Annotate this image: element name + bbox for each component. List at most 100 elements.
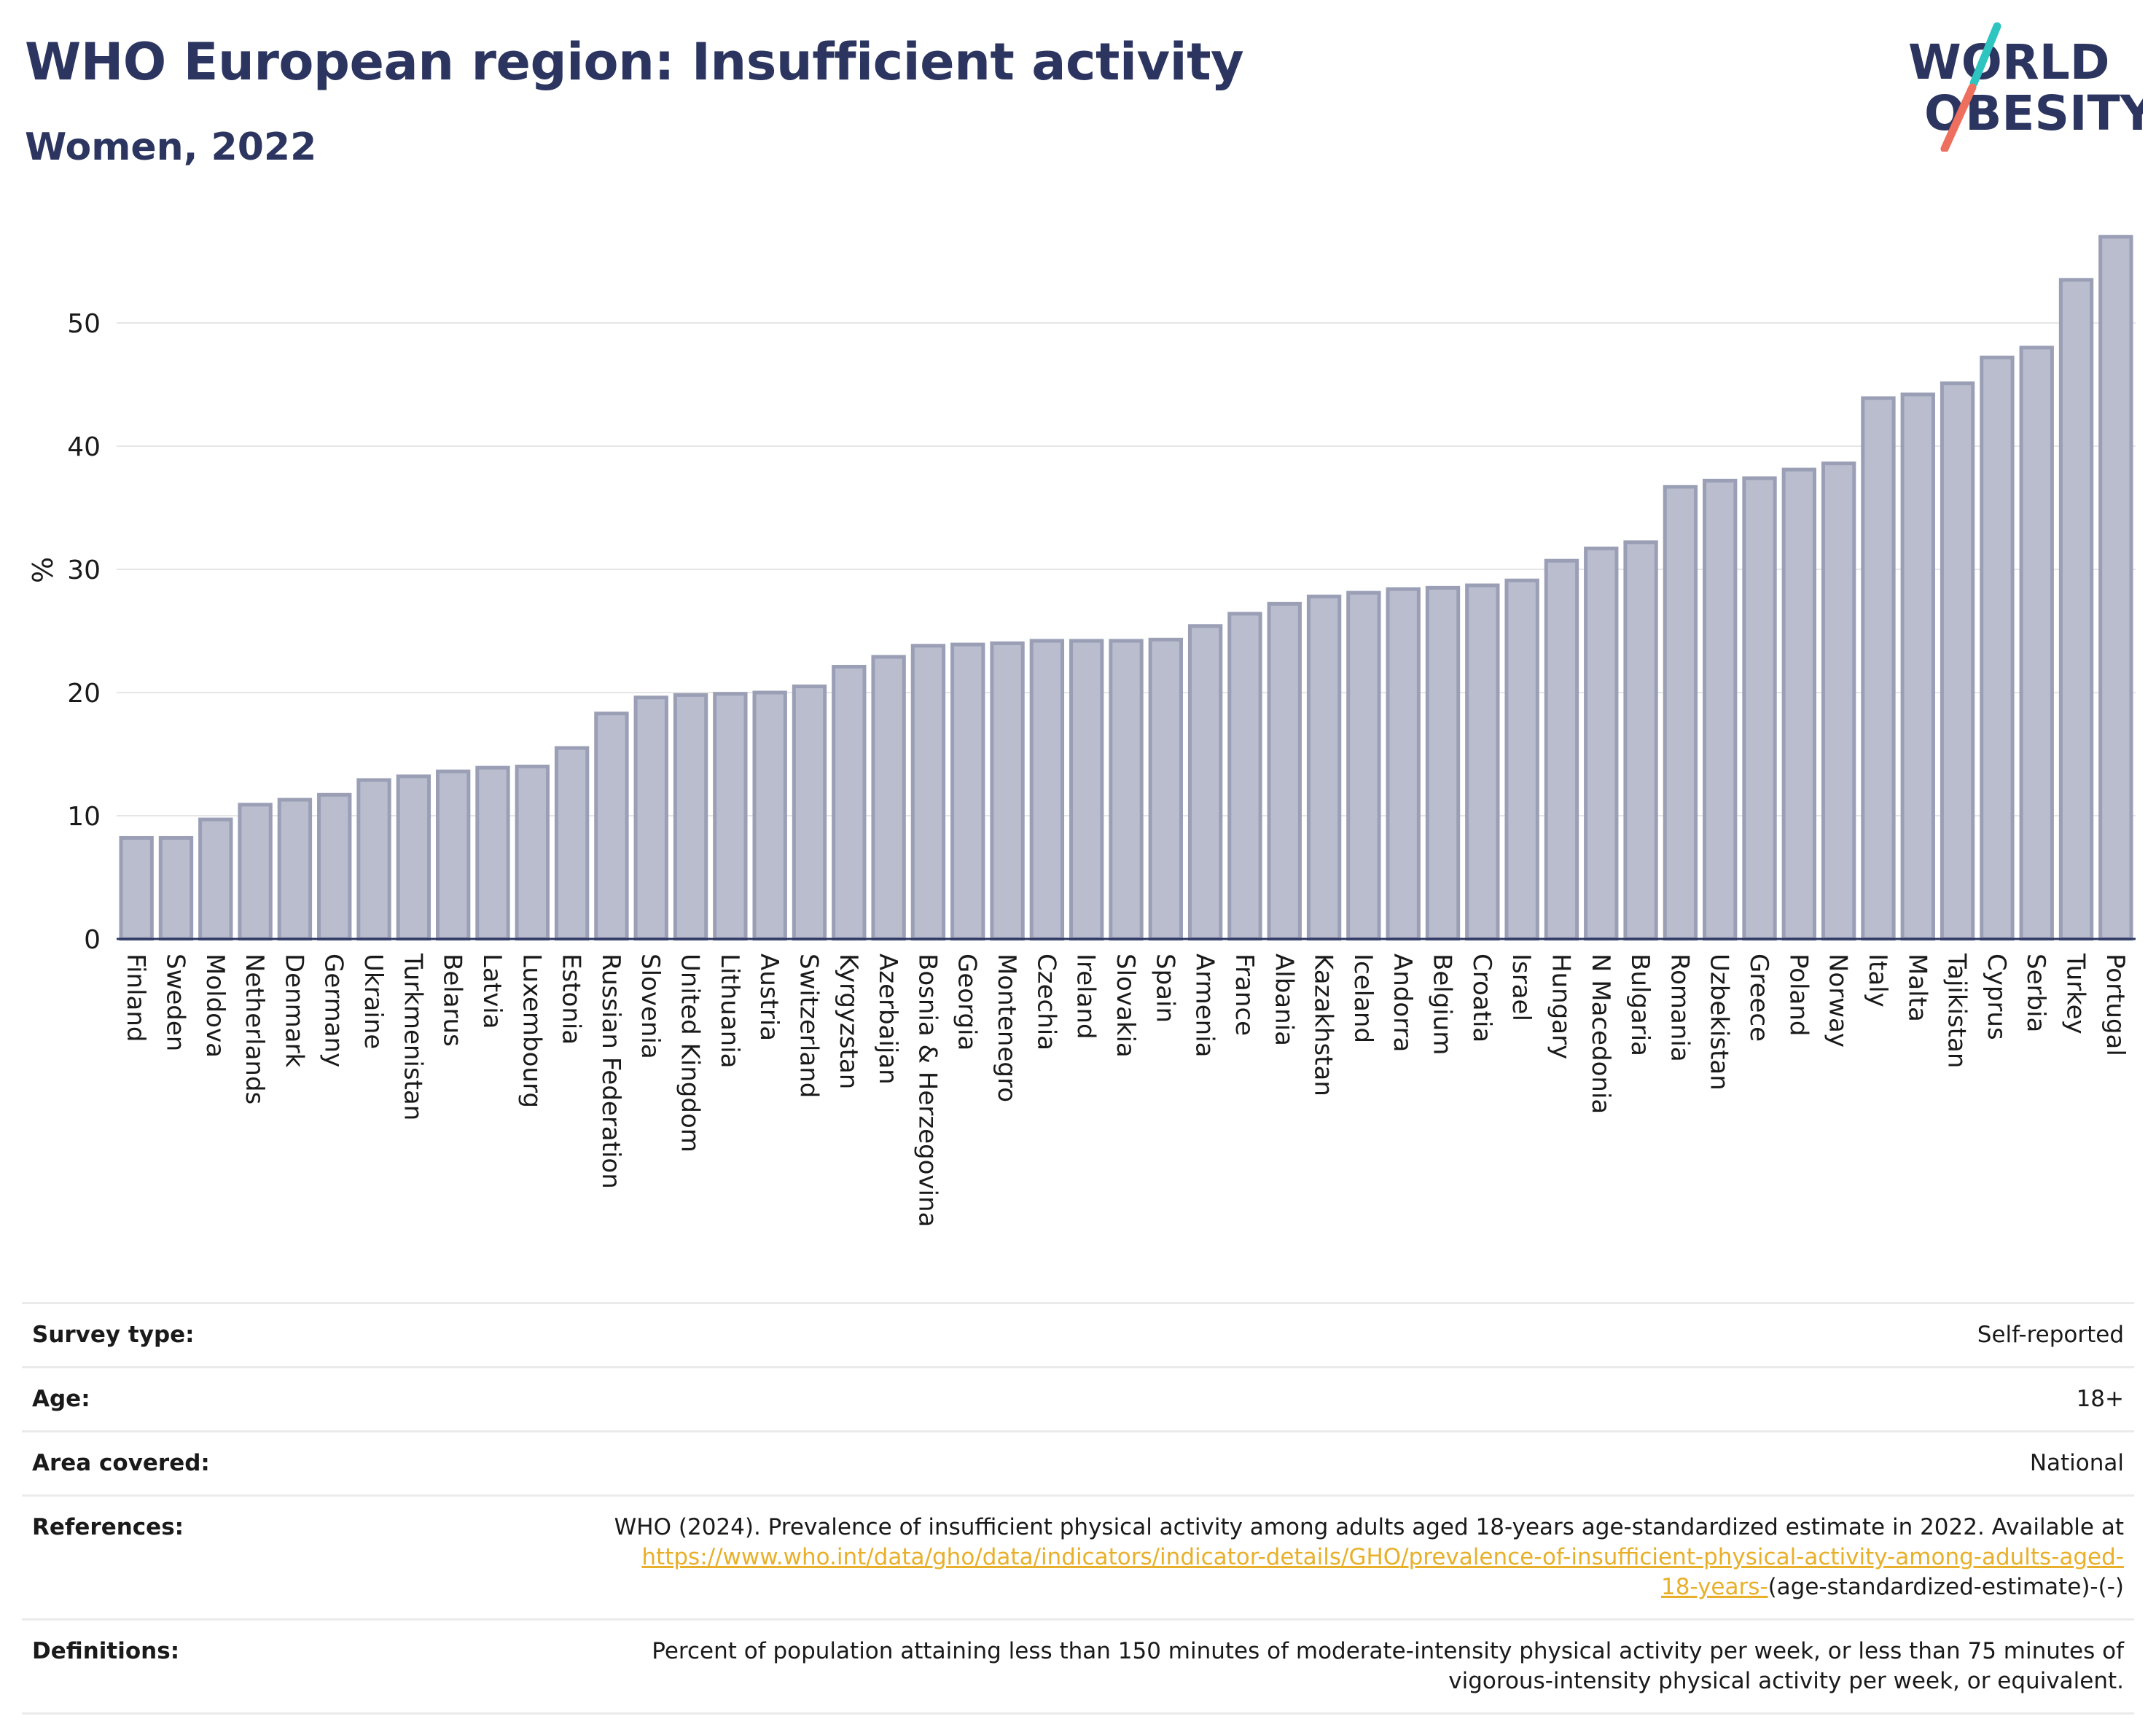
- references-value: WHO (2024). Prevalence of insufficient p…: [480, 1494, 2134, 1620]
- bar: [1187, 624, 1223, 941]
- x-tick-label: Norway: [1824, 954, 1853, 1048]
- y-axis-label: %: [27, 557, 59, 583]
- bar: [673, 693, 708, 941]
- definitions-line-1: Percent of population attaining less tha…: [652, 1638, 2124, 1664]
- bar: [1584, 546, 1619, 941]
- bar: [1069, 639, 1104, 941]
- x-tick-label: Montenegro: [992, 954, 1021, 1102]
- x-tick-label: Netherlands: [240, 954, 269, 1104]
- x-tick-label: France: [1230, 954, 1259, 1036]
- area-label: Area covered:: [22, 1430, 480, 1496]
- x-tick-label: Slovenia: [636, 954, 665, 1059]
- x-tick-label: Bosnia & Herzegovina: [913, 954, 942, 1227]
- bar: [1544, 558, 1579, 941]
- references-link-part-1: https://www.who.int/data/gho/data/indica…: [641, 1544, 2124, 1570]
- logo-word-world: WORLD: [1908, 34, 2110, 90]
- bar: [1029, 639, 1065, 941]
- x-tick-label: Cyprus: [1982, 954, 2011, 1040]
- x-tick-label: Moldova: [200, 954, 230, 1058]
- bar: [277, 798, 313, 941]
- info-row-survey-type: Survey type: Self-reported: [22, 1302, 2134, 1368]
- x-tick-label: Russian Federation: [596, 954, 625, 1189]
- bar: [435, 769, 471, 941]
- bar: [1623, 540, 1658, 941]
- bar: [752, 690, 787, 941]
- x-tick-label: Uzbekistan: [1705, 954, 1734, 1091]
- x-tick-label: Greece: [1744, 954, 1773, 1042]
- bar: [554, 746, 590, 941]
- x-tick-label: Ireland: [1071, 954, 1101, 1040]
- x-tick-label: Armenia: [1190, 954, 1219, 1058]
- references-text: WHO (2024). Prevalence of insufficient p…: [614, 1514, 2124, 1540]
- x-tick-label: Germany: [319, 954, 348, 1067]
- bar-chart: 0 10 20 30 40 50 Finland Sweden Moldova Netherla…: [27, 235, 2136, 1227]
- x-tick-label: Sweden: [160, 954, 190, 1051]
- bar: [910, 644, 946, 941]
- logo-slash-coral: [1940, 83, 1977, 152]
- chart-subtitle: Women, 2022: [25, 125, 317, 169]
- bar: [1227, 612, 1262, 941]
- x-tick-label: Tajikistan: [1942, 953, 1972, 1068]
- bar: [198, 817, 233, 941]
- x-tick-label: Azerbaijan: [873, 954, 902, 1085]
- info-row-definitions: Definitions: Percent of population attai…: [22, 1618, 2134, 1715]
- bar: [2098, 235, 2133, 941]
- x-tick-label: Romania: [1665, 954, 1694, 1062]
- bars: [119, 235, 2133, 941]
- x-tick-label: Switzerland: [794, 954, 823, 1098]
- x-tick-label: Israel: [1507, 954, 1536, 1021]
- bar: [792, 685, 827, 941]
- y-tick-label: 10: [67, 802, 101, 832]
- x-tick-label: Portugal: [2101, 954, 2130, 1056]
- survey-type-value: Self-reported: [480, 1302, 2134, 1368]
- x-tick-label: Andorra: [1388, 954, 1417, 1052]
- bar: [990, 641, 1025, 941]
- x-tick-label: United Kingdom: [676, 954, 705, 1153]
- x-tick-label: Albania: [1269, 954, 1298, 1046]
- x-tick-label: Iceland: [1348, 954, 1378, 1043]
- bar: [1425, 585, 1461, 941]
- x-tick-label: Hungary: [1546, 954, 1575, 1059]
- chart-title: WHO European region: Insufficient activi…: [25, 32, 1244, 92]
- bar: [119, 835, 154, 941]
- x-tick-label: Luxembourg: [517, 954, 546, 1108]
- age-label: Age:: [22, 1366, 480, 1432]
- references-suffix: (age-standardized-estimate)-(-): [1768, 1574, 2124, 1600]
- bar: [317, 792, 352, 941]
- y-tick-label: 40: [67, 432, 101, 462]
- survey-type-label: Survey type:: [22, 1302, 480, 1368]
- info-row-references: References: WHO (2024). Prevalence of in…: [22, 1494, 2134, 1620]
- bar: [1346, 590, 1381, 941]
- bar: [950, 642, 985, 941]
- bar: [871, 655, 906, 941]
- bar: [1742, 476, 1777, 941]
- bar: [1900, 392, 1935, 941]
- x-tick-label: Spain: [1150, 954, 1179, 1023]
- y-tick-label: 30: [67, 555, 101, 585]
- bar: [1861, 396, 1896, 941]
- bar: [2058, 278, 2094, 941]
- bar: [238, 803, 273, 941]
- y-tick-labels: 0 10 20 30 40 50: [67, 309, 101, 955]
- x-tick-label: Denmark: [279, 954, 308, 1068]
- x-tick-label: Estonia: [557, 954, 586, 1045]
- bar: [1663, 485, 1698, 941]
- age-value: 18+: [480, 1366, 2134, 1432]
- bar: [1781, 467, 1817, 941]
- x-tick-label: Poland: [1784, 954, 1813, 1037]
- bar: [1306, 594, 1342, 941]
- x-tick-label: Ukraine: [359, 954, 388, 1049]
- bar: [356, 778, 391, 941]
- x-tick-label: Italy: [1863, 954, 1892, 1007]
- x-tick-labels: Finland Sweden Moldova Netherlands Denmark Ge…: [121, 953, 2130, 1227]
- x-tick-label: Turkmenistan: [398, 953, 427, 1120]
- y-tick-label: 50: [67, 309, 101, 339]
- references-link[interactable]: https://www.who.int/data/gho/data/indica…: [641, 1544, 2124, 1600]
- x-tick-label: N Macedonia: [1586, 954, 1615, 1114]
- x-tick-label: Belarus: [438, 954, 467, 1047]
- x-tick-label: Lithuania: [715, 954, 744, 1068]
- x-tick-label: Turkey: [2061, 953, 2090, 1034]
- x-tick-label: Kyrgyzstan: [834, 954, 863, 1089]
- bar: [1148, 637, 1183, 941]
- world-obesity-logo: WORLD OBESITY: [1908, 22, 2143, 152]
